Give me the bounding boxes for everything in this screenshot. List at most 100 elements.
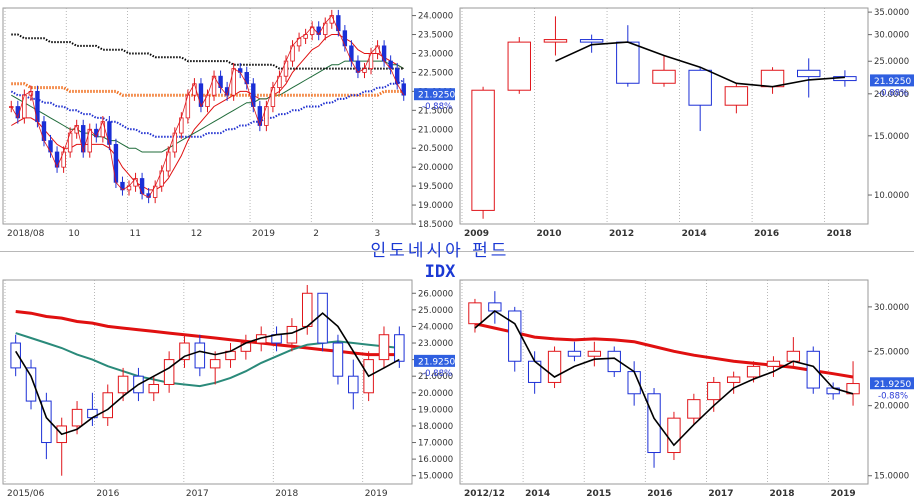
price-line	[10, 14, 405, 199]
ma-black-line	[555, 41, 845, 88]
y-tick-label: 10.0000	[874, 191, 909, 201]
y-tick-label: 19.0000	[418, 201, 453, 211]
candle-body	[797, 69, 821, 78]
x-tick-label: 2017	[186, 489, 209, 499]
candle-body	[179, 342, 190, 361]
y-tick-label: 25.0000	[874, 347, 909, 357]
y-tick-label: 20.0000	[418, 389, 453, 399]
candle-body	[209, 359, 221, 369]
x-tick-label: 2015	[586, 489, 611, 499]
x-tick-label: 2018	[770, 489, 795, 499]
plot-frame	[2, 7, 413, 225]
candle-body	[667, 417, 681, 454]
candle-body	[71, 408, 83, 427]
candle-body	[10, 342, 21, 369]
page-title: 인도네시아 펀드	[370, 241, 510, 261]
y-tick-label: 23.0000	[418, 49, 453, 59]
y-tick-label: 24.0000	[418, 12, 453, 22]
x-tick-label: 2	[313, 229, 319, 239]
ma-line	[10, 79, 405, 138]
change-label: -0.88%	[878, 391, 908, 401]
x-tick-label: 11	[130, 229, 141, 239]
x-tick-label: 2019	[365, 489, 388, 499]
x-tick-label: 2019	[252, 229, 275, 239]
last-value-label: 21.9250	[418, 91, 455, 101]
x-tick-label: 2019	[831, 489, 856, 499]
y-tick-label: 18.5000	[418, 220, 453, 230]
candle-body	[746, 365, 761, 378]
candle-body	[378, 334, 390, 361]
candle-body	[194, 342, 206, 369]
candle-body	[707, 381, 721, 401]
last-value-box	[870, 74, 914, 87]
ma-red-line	[474, 322, 854, 379]
candle-body	[394, 334, 405, 362]
change-label: -0.88%	[878, 88, 908, 98]
yearly-chart-panel: 2009 2010 2012 2014 2016 2018 35.0000 30.0000 25…	[458, 0, 914, 240]
y-tick-label: 17.0000	[418, 439, 453, 449]
candle-body	[471, 89, 495, 211]
change-label: -0.88%	[422, 102, 452, 112]
candle-body	[726, 376, 741, 383]
x-tick-label: 2009	[464, 229, 489, 239]
panel-separator	[0, 251, 914, 252]
candle-body	[301, 292, 313, 327]
candle-body	[507, 41, 531, 91]
candle-body	[687, 399, 701, 419]
ma-line	[11, 33, 404, 70]
x-tick-label: 2014	[682, 229, 707, 239]
y-tick-label: 21.0000	[418, 125, 453, 135]
last-value-box	[870, 377, 914, 390]
x-tick-label: 12	[191, 229, 202, 239]
y-tick-label: 15.0000	[418, 472, 453, 482]
monthly-chart: 2012/12 2014 2015 2016 2017 2018 2019 30.0000 25…	[459, 279, 914, 499]
candle-body	[567, 350, 582, 357]
candle-body	[587, 350, 602, 357]
x-tick-label: 2018/08	[7, 229, 45, 239]
candle-body	[117, 375, 129, 394]
daily-chart: 2018/08 10 11 12 2019 2 3 24.0000 23.5000 23.0000…	[2, 7, 455, 239]
x-tick-label: 2012/12	[464, 489, 505, 499]
x-tick-label: 3	[375, 229, 381, 239]
candle-body	[317, 292, 328, 344]
candle-body	[332, 342, 344, 377]
candle-body	[148, 383, 160, 394]
weekly-chart: 2015/06 2016 2017 2018 2019 26.0000 25.0000 24.…	[2, 279, 455, 499]
ma-teal-line	[15, 332, 400, 388]
daily-chart-panel: 2018/08 10 11 12 2019 2 3 24.0000 23.5000 23.0000…	[0, 0, 455, 240]
monthly-chart-panel: 2012/12 2014 2015 2016 2017 2018 2019 30.0000 25…	[458, 276, 914, 502]
candle-body	[724, 86, 749, 106]
x-tick-label: 2015/06	[7, 489, 45, 499]
weekly-chart-panel: 2015/06 2016 2017 2018 2019 26.0000 25.0000 24.…	[0, 276, 455, 502]
x-tick-label: 2014	[525, 489, 550, 499]
last-value-label: 21.9250	[418, 357, 455, 367]
y-tick-label: 15.0000	[874, 472, 909, 482]
candle-body	[579, 39, 604, 43]
y-tick-label: 15.0000	[874, 132, 909, 142]
ma-black-line	[15, 312, 400, 436]
y-tick-label: 30.0000	[874, 31, 909, 41]
change-label: -0.88%	[422, 369, 452, 379]
candle-body	[647, 393, 661, 454]
last-value-box	[414, 354, 455, 367]
candle-body	[786, 350, 801, 362]
y-tick-label: 18.0000	[418, 422, 453, 432]
candle-body	[286, 325, 298, 344]
y-tick-label: 16.0000	[418, 455, 453, 465]
candle-body	[508, 310, 522, 362]
x-tick-label: 2018	[275, 489, 298, 499]
y-tick-label: 24.0000	[418, 322, 453, 332]
y-tick-label: 20.0000	[874, 90, 909, 100]
y-tick-label: 20.5000	[418, 144, 453, 154]
y-tick-label: 30.0000	[874, 303, 909, 313]
candle-body	[652, 69, 676, 84]
y-tick-label: 25.0000	[418, 306, 453, 316]
x-tick-label: 10	[68, 229, 80, 239]
y-tick-label: 19.0000	[418, 405, 453, 415]
page-subtitle: IDX	[424, 262, 456, 282]
x-tick-label: 2016	[754, 229, 779, 239]
last-value-label: 21.9250	[874, 380, 911, 390]
y-tick-label: 23.5000	[418, 31, 453, 41]
y-tick-label: 19.5000	[418, 182, 453, 192]
y-tick-label: 26.0000	[418, 289, 453, 299]
